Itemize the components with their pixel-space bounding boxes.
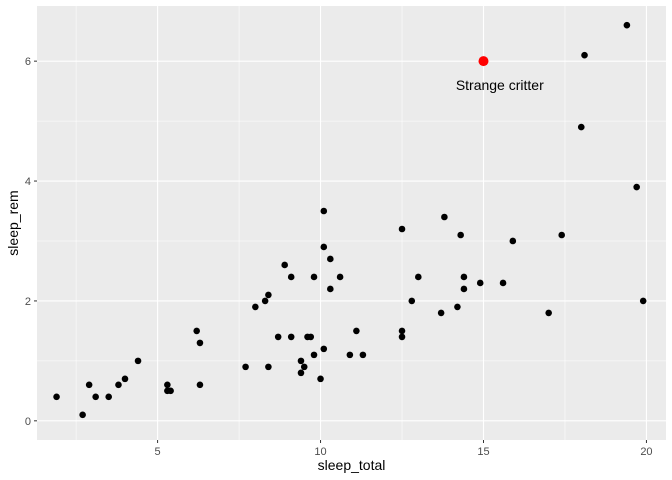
major-gridlines (37, 6, 666, 440)
y-axis-title: sleep_rem (5, 190, 21, 255)
data-point (164, 381, 171, 389)
data-point (297, 369, 305, 377)
data-point (415, 273, 422, 281)
data-point (408, 297, 416, 305)
data-point (310, 351, 318, 359)
data-point (454, 303, 461, 311)
data-point (336, 273, 344, 281)
data-point (287, 273, 295, 281)
data-point (558, 231, 566, 239)
data-point (53, 393, 60, 401)
data-point (633, 183, 640, 191)
data-point (437, 309, 445, 317)
data-point (92, 393, 99, 401)
data-point (581, 51, 588, 59)
data-point (300, 363, 308, 371)
y-tick-label: 2 (25, 296, 31, 308)
data-point (317, 375, 324, 383)
data-point (167, 387, 174, 395)
x-axis-title: sleep_total (318, 457, 386, 473)
data-point (398, 225, 406, 233)
data-point (639, 297, 647, 305)
x-axis-ticks: 5 10 15 20 (155, 440, 653, 458)
data-point (545, 309, 552, 317)
annotation-label: Strange critter (456, 77, 544, 93)
data-point (265, 363, 272, 371)
data-point (79, 411, 86, 419)
data-point (327, 285, 334, 293)
data-point (196, 339, 204, 347)
data-point (310, 273, 318, 281)
data-point (85, 381, 93, 389)
data-point (242, 363, 249, 371)
data-point (460, 273, 468, 281)
data-point (115, 381, 122, 389)
x-tick-label: 5 (155, 446, 161, 458)
data-point (353, 327, 360, 335)
y-tick-label: 0 (25, 416, 31, 428)
data-point (320, 207, 328, 215)
highlight-point-layer (478, 56, 489, 67)
data-point (105, 393, 112, 401)
data-point (476, 279, 484, 287)
data-points (53, 21, 647, 419)
data-point (265, 291, 272, 299)
data-point (327, 255, 334, 263)
data-point (193, 327, 200, 335)
data-point (509, 237, 517, 245)
data-point (274, 333, 282, 341)
data-point (261, 297, 269, 305)
x-tick-label: 15 (477, 446, 489, 458)
data-point (346, 351, 354, 359)
data-point (281, 261, 288, 269)
x-tick-label: 10 (314, 446, 326, 458)
data-point (121, 375, 129, 383)
x-tick-label: 20 (640, 446, 652, 458)
data-point (320, 345, 328, 353)
data-point (460, 285, 468, 293)
data-point (297, 357, 305, 365)
data-point (398, 333, 406, 341)
data-point (457, 231, 464, 239)
data-point (499, 279, 507, 287)
y-tick-label: 6 (25, 56, 31, 68)
plot-panel (37, 6, 666, 440)
highlight-point (478, 56, 489, 67)
data-point (320, 243, 328, 251)
data-point (287, 333, 295, 341)
data-point (577, 123, 585, 131)
data-point (307, 333, 315, 341)
y-axis-ticks: 0 2 4 6 (25, 56, 37, 428)
data-point (252, 303, 259, 311)
y-tick-label: 4 (25, 176, 31, 188)
minor-gridlines (37, 6, 666, 440)
data-point (398, 327, 406, 335)
data-point (359, 351, 367, 359)
data-point (623, 21, 631, 29)
data-point (441, 213, 448, 221)
data-point (134, 357, 142, 365)
data-point (196, 381, 204, 389)
